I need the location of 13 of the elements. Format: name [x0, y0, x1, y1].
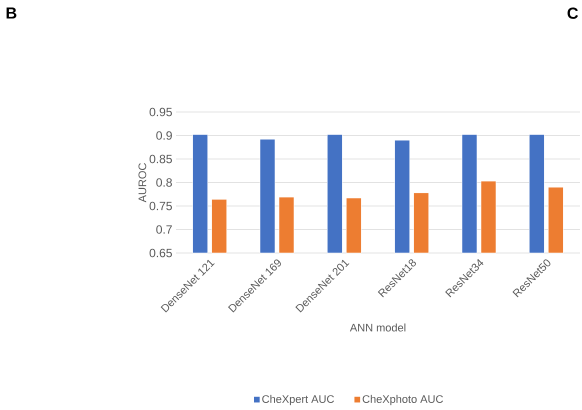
y-tick-label: 0.8: [156, 178, 172, 187]
x-axis-title: ANN model: [350, 323, 406, 332]
legend-label: CheXpert AUC: [262, 394, 334, 406]
legend-label: CheXphoto AUC: [362, 394, 443, 406]
y-tick-label: 0.95: [150, 108, 172, 116]
text: B: [6, 8, 16, 19]
y-tick-label: 0.9: [156, 131, 172, 140]
y-tick-label: 0.75: [150, 202, 172, 210]
y-tick-label: 0.65: [150, 248, 172, 258]
text: C: [568, 8, 578, 19]
y-tick-label: 0.85: [150, 154, 172, 164]
y-tick-label: 0.7: [156, 225, 172, 234]
y-axis-title: AUROC: [138, 163, 146, 202]
